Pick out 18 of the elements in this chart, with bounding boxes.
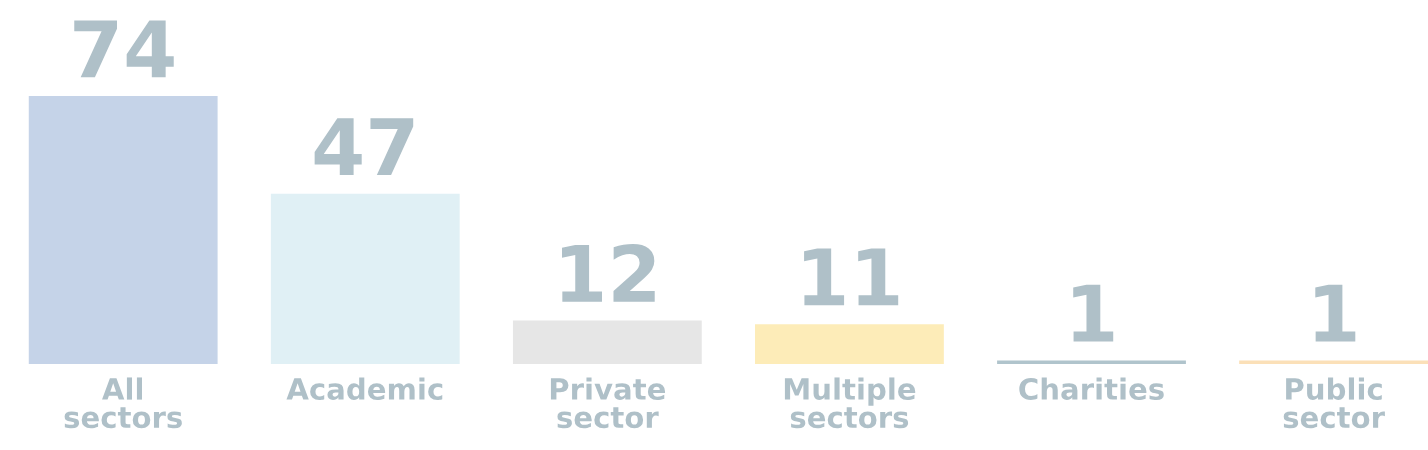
data-label: 47 <box>314 118 414 175</box>
data-label: 74 <box>74 20 174 78</box>
data-label: 11 <box>804 248 899 306</box>
bar <box>755 324 944 365</box>
x-tick-label: Multiple sectors <box>784 377 916 429</box>
bar <box>270 193 460 365</box>
bar <box>997 360 1186 365</box>
x-tick-label: Private sector <box>550 377 666 429</box>
x-tick-label: Academic <box>286 377 443 401</box>
data-label: 1 <box>1315 284 1356 342</box>
data-label: 12 <box>562 243 655 302</box>
bar <box>512 320 702 365</box>
bar <box>28 96 218 365</box>
x-tick-label: All sectors <box>64 377 182 429</box>
data-label: 1 <box>1073 284 1114 342</box>
x-tick-label: Public sector <box>1283 377 1385 429</box>
bar <box>1239 360 1428 365</box>
x-tick-label: Charities <box>1019 377 1164 401</box>
